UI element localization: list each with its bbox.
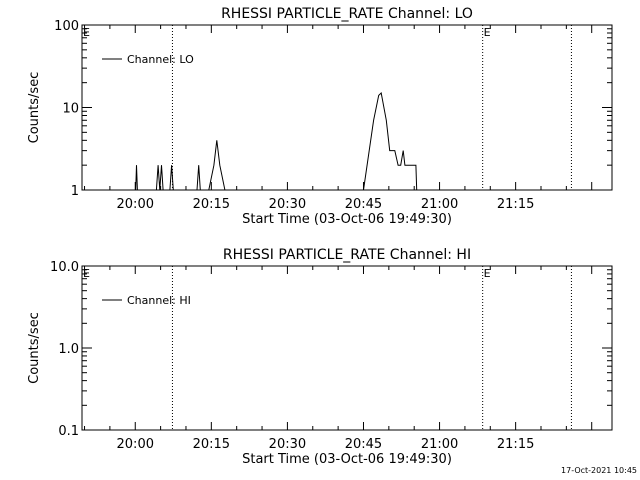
y-tick-label: 1 <box>71 184 79 199</box>
y-tick-label: 10 <box>62 102 79 117</box>
chart-title: RHESSI PARTICLE_RATE Channel: LO <box>221 6 473 22</box>
x-tick-label: 20:30 <box>269 197 306 212</box>
plot-timestamp: 17-Oct-2021 10:45 <box>561 466 637 475</box>
x-tick-label: 21:00 <box>421 197 458 212</box>
x-tick-label: 21:15 <box>497 437 534 452</box>
y-tick-label: 100 <box>54 19 79 34</box>
chart-panel-2: RHESSI PARTICLE_RATE Channel: HI 0.1 1.0 10… <box>27 247 613 467</box>
x-tick-label: 20:45 <box>345 437 382 452</box>
x-tick-label: 20:45 <box>345 197 382 212</box>
y-tick-label: 0.1 <box>58 424 79 439</box>
y-tick-label: 10.0 <box>50 260 79 275</box>
x-tick-label: 20:15 <box>193 437 230 452</box>
y-axis-label: Counts/sec <box>27 312 42 384</box>
x-axis-label: Start Time (03-Oct-06 19:49:30) <box>242 212 452 227</box>
x-tick-label: 20:00 <box>117 197 154 212</box>
x-tick-label: 20:15 <box>193 197 230 212</box>
series-line-1 <box>135 91 418 191</box>
marker-label: E <box>83 26 90 39</box>
x-tick-label: 21:00 <box>421 437 458 452</box>
legend-label: Channel: HI <box>127 294 191 307</box>
marker-label: E <box>484 26 491 39</box>
legend-label: Channel: LO <box>127 53 194 66</box>
x-axis-label: Start Time (03-Oct-06 19:49:30) <box>242 452 452 467</box>
plot-frame <box>81 265 613 431</box>
y-tick-label: 1.0 <box>58 342 79 357</box>
marker-label: E <box>484 267 491 280</box>
marker-label: E <box>83 267 90 280</box>
x-tick-label: 21:15 <box>497 197 534 212</box>
chart-panel-1: RHESSI PARTICLE_RATE Channel: LO 1 10 100 Co… <box>27 6 613 227</box>
x-tick-label: 20:30 <box>269 437 306 452</box>
y-axis-label: Counts/sec <box>27 72 42 144</box>
chart-title: RHESSI PARTICLE_RATE Channel: HI <box>223 247 471 263</box>
x-tick-label: 20:00 <box>117 437 154 452</box>
